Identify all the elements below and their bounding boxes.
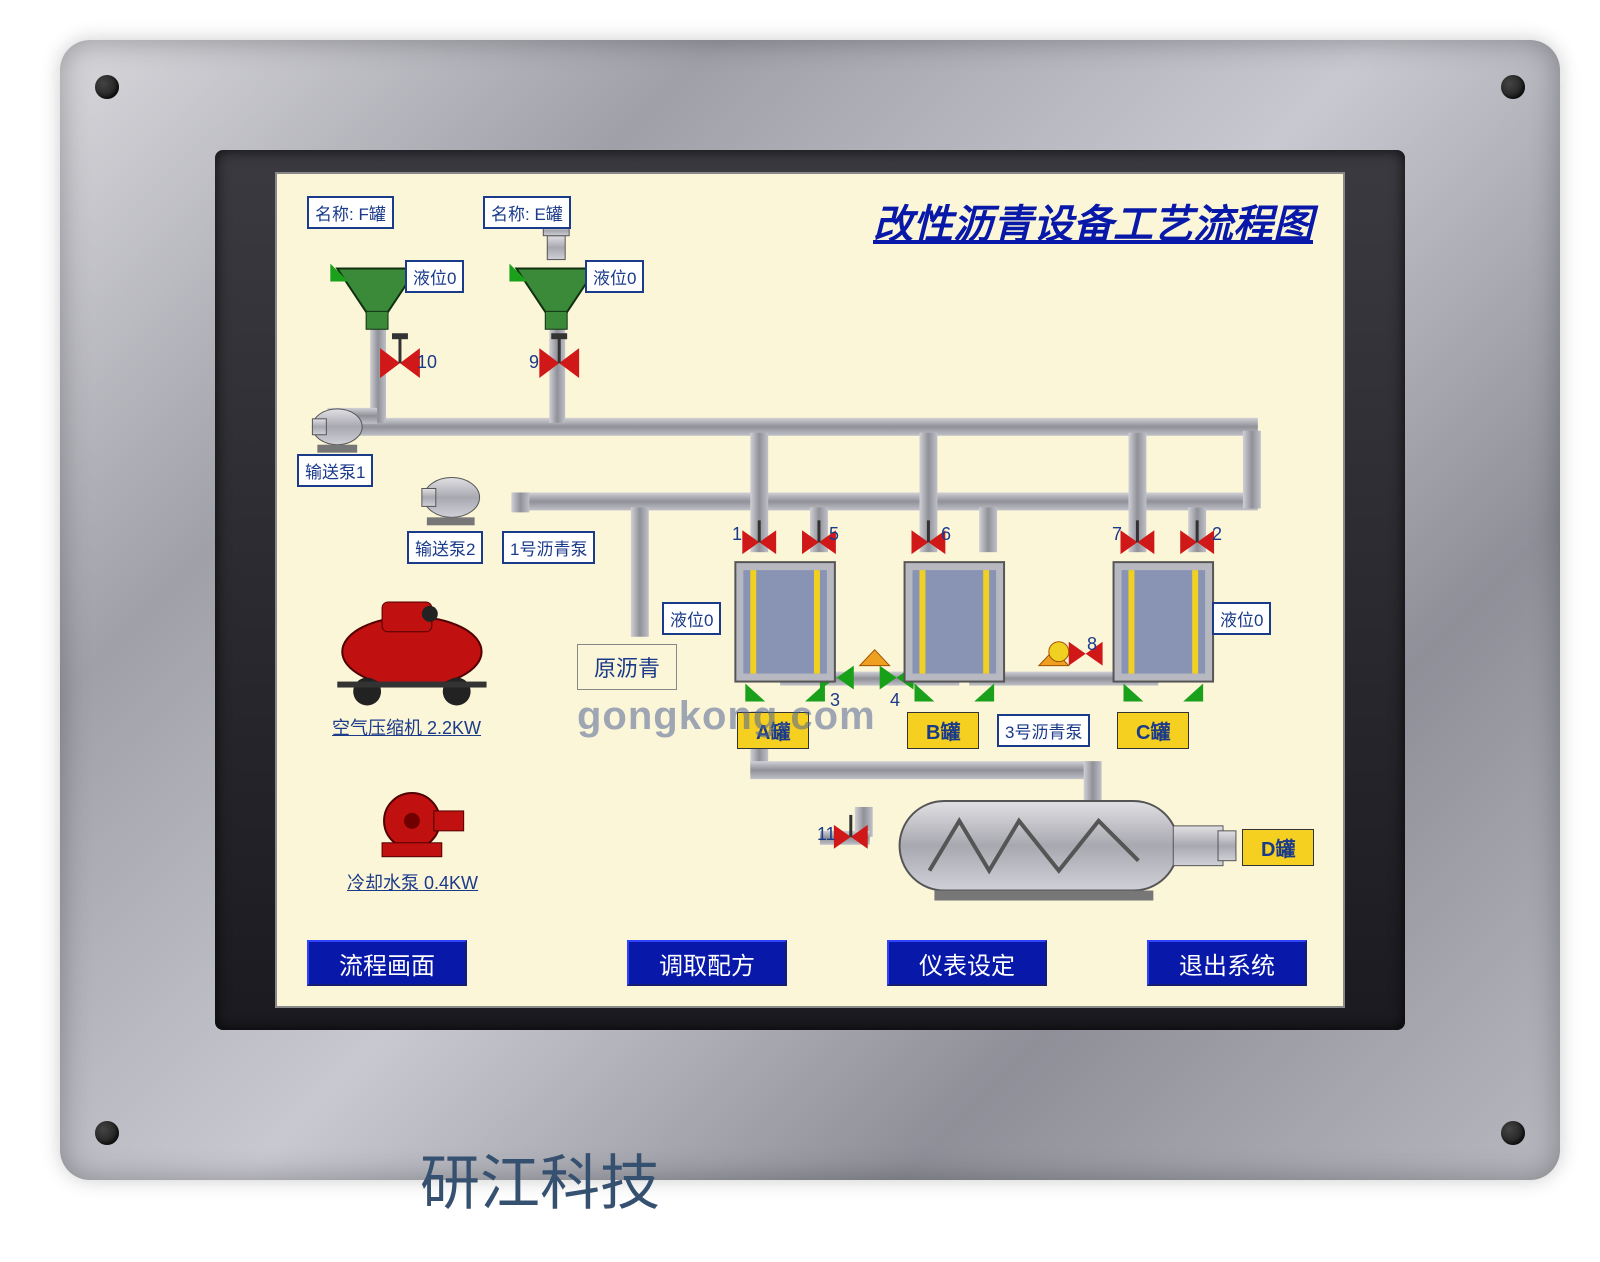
screen-bezel: 改性沥青设备工艺流程图 名称: F罐 名称: E罐 液位0 液位0 输送泵1 输… [215,150,1405,1030]
name-e-label: 名称: E罐 [483,196,571,229]
compressor-name: 空气压缩机 [332,718,422,738]
valve-num-5: 5 [829,524,839,545]
watermark-text: gongkong.com [577,694,876,739]
valve-num-9: 9 [529,352,539,373]
valve-num-1: 1 [732,524,742,545]
asphalt-pump1-label: 1号沥青泵 [502,531,595,564]
screw-icon [1501,1121,1525,1145]
valve-8-icon [1069,642,1103,666]
name-f-label: 名称: F罐 [307,196,394,229]
screw-icon [95,1121,119,1145]
asphalt-pump3-label: 3号沥青泵 [997,714,1090,747]
raw-asphalt-button[interactable]: 原沥青 [577,644,677,690]
cooling-pump-power: 0.4KW [424,873,478,893]
pump1-label: 输送泵1 [297,454,373,487]
screw-icon [1501,75,1525,99]
valve-num-8: 8 [1087,634,1097,655]
compressor-label: 空气压缩机 2.2KW [332,714,481,740]
page-title: 改性沥青设备工艺流程图 [873,192,1313,250]
cooling-pump-label: 冷却水泵 0.4KW [347,869,478,895]
brand-text: 研江科技 [420,1135,660,1222]
nav-recipe-button[interactable]: 调取配方 [627,940,787,986]
screw-icon [95,75,119,99]
valve-num-4: 4 [890,690,900,711]
vessel-d-icon [900,801,1236,901]
tank-d-label: D罐 [1242,829,1314,866]
compressor-power: 2.2KW [427,718,481,738]
cooling-pump-name: 冷却水泵 [347,873,419,893]
level-a-label: 液位0 [662,602,721,635]
tank-b-label: B罐 [907,712,979,749]
cooling-pump-icon [382,793,464,857]
tank-c-icon [1114,562,1214,701]
tank-b-icon [905,562,1005,701]
level-f-label: 液位0 [405,260,464,293]
valve-num-10: 10 [417,352,437,373]
nav-exit-button[interactable]: 退出系统 [1147,940,1307,986]
level-c-label: 液位0 [1212,602,1271,635]
nav-instrument-button[interactable]: 仪表设定 [887,940,1047,986]
hmi-screen[interactable]: 改性沥青设备工艺流程图 名称: F罐 名称: E罐 液位0 液位0 输送泵1 输… [275,172,1345,1008]
valve-num-11: 11 [817,824,836,845]
pump2-icon [422,478,480,526]
valve-num-7: 7 [1112,524,1122,545]
valve-num-6: 6 [941,524,951,545]
nav-process-button[interactable]: 流程画面 [307,940,467,986]
tank-a-icon [735,562,835,701]
air-compressor-icon [337,602,486,706]
level-e-label: 液位0 [585,260,644,293]
pump1-icon [312,409,362,453]
pump2-label: 输送泵2 [407,531,483,564]
tank-c-label: C罐 [1117,712,1189,749]
hmi-device-frame: 改性沥青设备工艺流程图 名称: F罐 名称: E罐 液位0 液位0 输送泵1 输… [60,40,1560,1180]
valve-num-2: 2 [1212,524,1222,545]
